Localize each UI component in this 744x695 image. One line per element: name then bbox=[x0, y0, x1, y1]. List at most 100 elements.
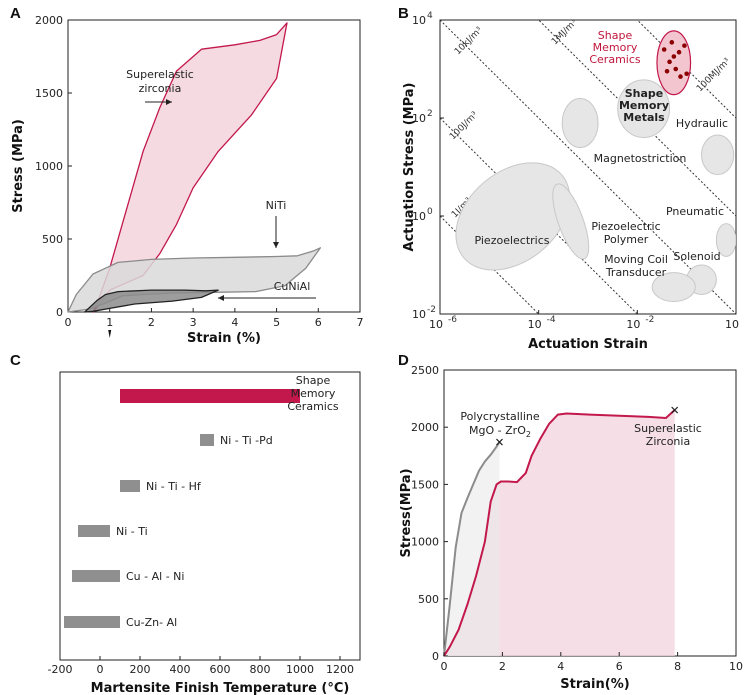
panel-a-series-cunial bbox=[84, 289, 219, 313]
panel-b-y-tick-label: 10 bbox=[412, 112, 426, 125]
panel-d-annotation-superelastic: Superelastic bbox=[634, 422, 702, 435]
panel-b: 10kJ/m³ 1MJ/m³100MJ/m³100J/m³1J/m³Piezoel… bbox=[402, 11, 739, 352]
panel-b-ceramic-point bbox=[661, 47, 667, 52]
panel-d-letter: D bbox=[398, 352, 409, 369]
panel-c-x-axis-label: Martensite Finish Temperature (°C) bbox=[91, 681, 350, 695]
panel-c-x-tick-label: 200 bbox=[130, 663, 151, 676]
panel-d-line-zirconia bbox=[443, 409, 676, 657]
panel-d-annotation-mgo-zro2: MgO - ZrO2 bbox=[469, 424, 531, 439]
panel-b-ceramic-point bbox=[676, 49, 682, 55]
panel-b-ceramic-point bbox=[673, 66, 679, 72]
panel-d-fill-zirconia bbox=[444, 410, 675, 656]
panel-b-region-label: Polymer bbox=[604, 233, 649, 246]
panel-d-annotation-mgo-zro2-main: MgO - ZrO bbox=[469, 424, 526, 437]
panel-b-region-label: Shape bbox=[598, 29, 633, 42]
panel-c: -200 0 200 400 600 800 1000 1200 ShapeMemoryCera… bbox=[48, 371, 361, 695]
panel-a-letter: A bbox=[10, 5, 21, 22]
panel-c-x-tick-label: 400 bbox=[170, 663, 191, 676]
panel-c-bar-label: Memory bbox=[291, 387, 336, 400]
panel-b-region-label: Moving Coil bbox=[604, 253, 668, 266]
panel-b-region-label: Solenoid bbox=[673, 250, 720, 263]
panel-d-annotation-mgo-zro2-sub: 2 bbox=[526, 430, 531, 439]
panel-b-region-shape-memory-metals bbox=[617, 79, 671, 138]
panel-d-y-axis-label: Stress(MPa) bbox=[399, 468, 414, 557]
panel-b-region-pneumatic bbox=[715, 223, 736, 257]
panel-a-y-axis-label: Stress (MPa) bbox=[11, 119, 26, 213]
panel-b-y-axis-label: Actuation Stress (MPa) bbox=[402, 83, 417, 252]
panel-b-energy-line bbox=[537, 20, 736, 217]
panel-d-annotation-zirconia: Zirconia bbox=[646, 435, 690, 448]
panel-b-y-tick-exponent: 4 bbox=[427, 11, 433, 21]
panel-c-x-tick-label: 1000 bbox=[286, 663, 314, 676]
panel-b-letter: B bbox=[398, 5, 409, 22]
panel-b-energy-line bbox=[440, 20, 736, 314]
panel-a-x-tick-label: 4 bbox=[231, 316, 238, 329]
panel-b-x-tick-label: 10 bbox=[626, 318, 640, 331]
panel-b-region-label: Shape bbox=[625, 87, 664, 100]
panel-a-x-tick-label: 2 bbox=[148, 316, 155, 329]
panel-d-y-tick-label: 2500 bbox=[411, 364, 439, 377]
panel-d-x-tick-label: 6 bbox=[616, 660, 623, 673]
panel-c-bar-label: Shape bbox=[296, 374, 331, 387]
panel-b-ceramic-point bbox=[664, 68, 670, 74]
panel-d-y-tick-label: 2000 bbox=[411, 421, 439, 434]
panel-d-fracture-marker bbox=[496, 438, 503, 446]
panel-d-fracture-marker bbox=[671, 406, 679, 414]
panel-a-y-tick-label: 500 bbox=[42, 233, 63, 246]
panel-b-x-axis-label: Actuation Strain bbox=[528, 337, 648, 352]
panel-b-region-piezo-polymer bbox=[552, 183, 590, 260]
panel-a-annotation-cunial: CuNiAl bbox=[274, 280, 311, 293]
panel-d-x-tick-label: 4 bbox=[557, 660, 564, 673]
panel-b-region-magnetostriction bbox=[561, 98, 599, 149]
panel-c-bar-alloy bbox=[200, 434, 214, 446]
panel-b-ceramic-point bbox=[684, 71, 689, 77]
panel-a-x-tick-label: 0 bbox=[65, 316, 72, 329]
panel-b-ceramic-point bbox=[667, 59, 672, 65]
panel-a-axis-marker bbox=[108, 330, 112, 338]
panel-a-x-axis-label: Strain (%) bbox=[187, 331, 261, 346]
panel-a-x-tick-label: 6 bbox=[315, 316, 322, 329]
panel-b-region-label: Magnetostriction bbox=[594, 152, 687, 165]
panel-a-annotation-niti: NiTi bbox=[266, 199, 287, 212]
panel-a-x-tick-label: 7 bbox=[357, 316, 364, 329]
panel-a-x-tick-label: 1 bbox=[106, 316, 113, 329]
panel-a-arrow-niti-head bbox=[273, 242, 279, 248]
panel-d-fill-polycrystalline bbox=[444, 442, 500, 656]
panel-b-x-tick-label: 10 bbox=[725, 318, 739, 331]
panel-d-x-tick-label: 8 bbox=[674, 660, 681, 673]
panel-c-bar-alloy bbox=[120, 480, 140, 492]
panel-c-x-tick-label: 0 bbox=[97, 663, 104, 676]
panel-c-bar-alloy bbox=[72, 570, 120, 582]
panel-c-bar-label: Ni - Ti -Pd bbox=[220, 434, 273, 447]
panel-b-x-tick-exponent: -6 bbox=[448, 315, 457, 325]
panel-b-x-tick-label: 10 bbox=[429, 318, 443, 331]
panel-c-bar-alloy bbox=[78, 525, 110, 537]
panel-d-y-tick-label: 1000 bbox=[411, 536, 439, 549]
panel-d-x-tick-label: 2 bbox=[499, 660, 506, 673]
panel-b-y-tick-label: 10 bbox=[412, 14, 426, 27]
panel-d-annotation-polycrystalline: Polycrystalline bbox=[460, 410, 540, 423]
panel-b-y-tick-label: 10 bbox=[412, 308, 426, 321]
panel-a-arrow-cunial-head bbox=[218, 295, 224, 301]
panel-b-region-label: Metals bbox=[623, 111, 665, 124]
panel-c-bar-shape-memory-ceramics bbox=[120, 389, 300, 403]
panel-b-region-label: Memory bbox=[619, 99, 669, 112]
panel-c-bar-label: Ni - Ti - Hf bbox=[146, 480, 202, 493]
panel-a-y-tick-label: 1500 bbox=[35, 87, 63, 100]
panel-d-y-tick-label: 500 bbox=[418, 593, 439, 606]
panel-b-plot-area: 10kJ/m³ 1MJ/m³100MJ/m³100J/m³1J/m³Piezoel… bbox=[412, 11, 739, 331]
panel-b-region-label: Piezoelectric bbox=[591, 220, 660, 233]
panel-a-annotation-zirconia-line1: Superelastic bbox=[126, 68, 194, 81]
panel-b-region-shape-memory-ceramics bbox=[656, 30, 692, 96]
panel-c-bar-alloy bbox=[64, 616, 120, 628]
panel-b-region-moving-coil bbox=[651, 272, 696, 302]
panel-b-y-tick-exponent: 2 bbox=[427, 109, 433, 119]
panel-c-frame bbox=[59, 371, 361, 661]
panel-c-x-tick-label: 800 bbox=[250, 663, 271, 676]
panel-d-y-tick-label: 1500 bbox=[411, 478, 439, 491]
panel-b-region-label: Hydraulic bbox=[676, 117, 728, 130]
panel-a: 0 1 2 3 4 5 6 7 0 500 1000 1500 2000 Strain (%) Stre… bbox=[11, 14, 364, 346]
panel-b-y-tick-label: 10 bbox=[412, 210, 426, 223]
panel-b-y-tick-exponent: 0 bbox=[427, 207, 433, 217]
